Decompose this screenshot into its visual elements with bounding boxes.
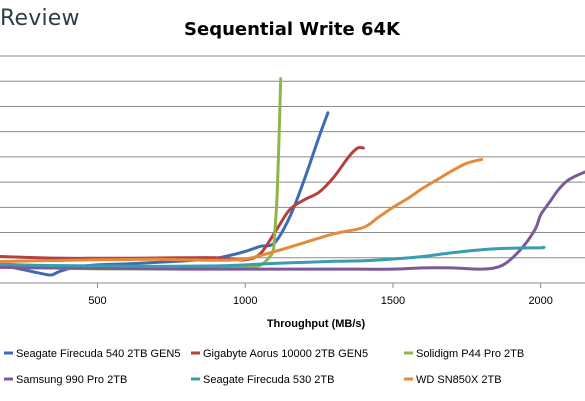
- legend-label: Solidigm P44 Pro 2TB: [416, 348, 524, 360]
- x-tick-label: 1000: [233, 295, 257, 307]
- series-line-4: [0, 170, 585, 271]
- x-tick-label: 2000: [528, 295, 552, 307]
- x-tick-labels: 500 1000 1500 2000: [88, 283, 553, 307]
- legend-label: WD SN850X 2TB: [416, 374, 502, 386]
- brand-logo-text: Review: [0, 6, 80, 31]
- x-tick-label: 500: [88, 295, 106, 307]
- legend-label: Gigabyte Aorus 10000 2TB GEN5: [203, 348, 368, 360]
- x-tick-label: 1500: [381, 295, 405, 307]
- series-line-6: [0, 157, 484, 264]
- legend-label: Seagate Firecuda 540 2TB GEN5: [16, 348, 180, 360]
- legend-label: Seagate Firecuda 530 2TB: [203, 374, 334, 386]
- legend: Seagate Firecuda 540 2TB GEN5 Gigabyte Ao…: [4, 348, 524, 386]
- series-lines: [0, 77, 585, 277]
- chart-title: Sequential Write 64K: [184, 19, 401, 40]
- x-axis-label: Throughput (MB/s): [267, 318, 366, 330]
- series-line-5: [0, 245, 546, 268]
- series-line-3: [0, 77, 283, 271]
- grid-lines: [0, 55, 585, 259]
- legend-label: Samsung 990 Pro 2TB: [16, 374, 127, 386]
- series-line-1: [0, 111, 330, 277]
